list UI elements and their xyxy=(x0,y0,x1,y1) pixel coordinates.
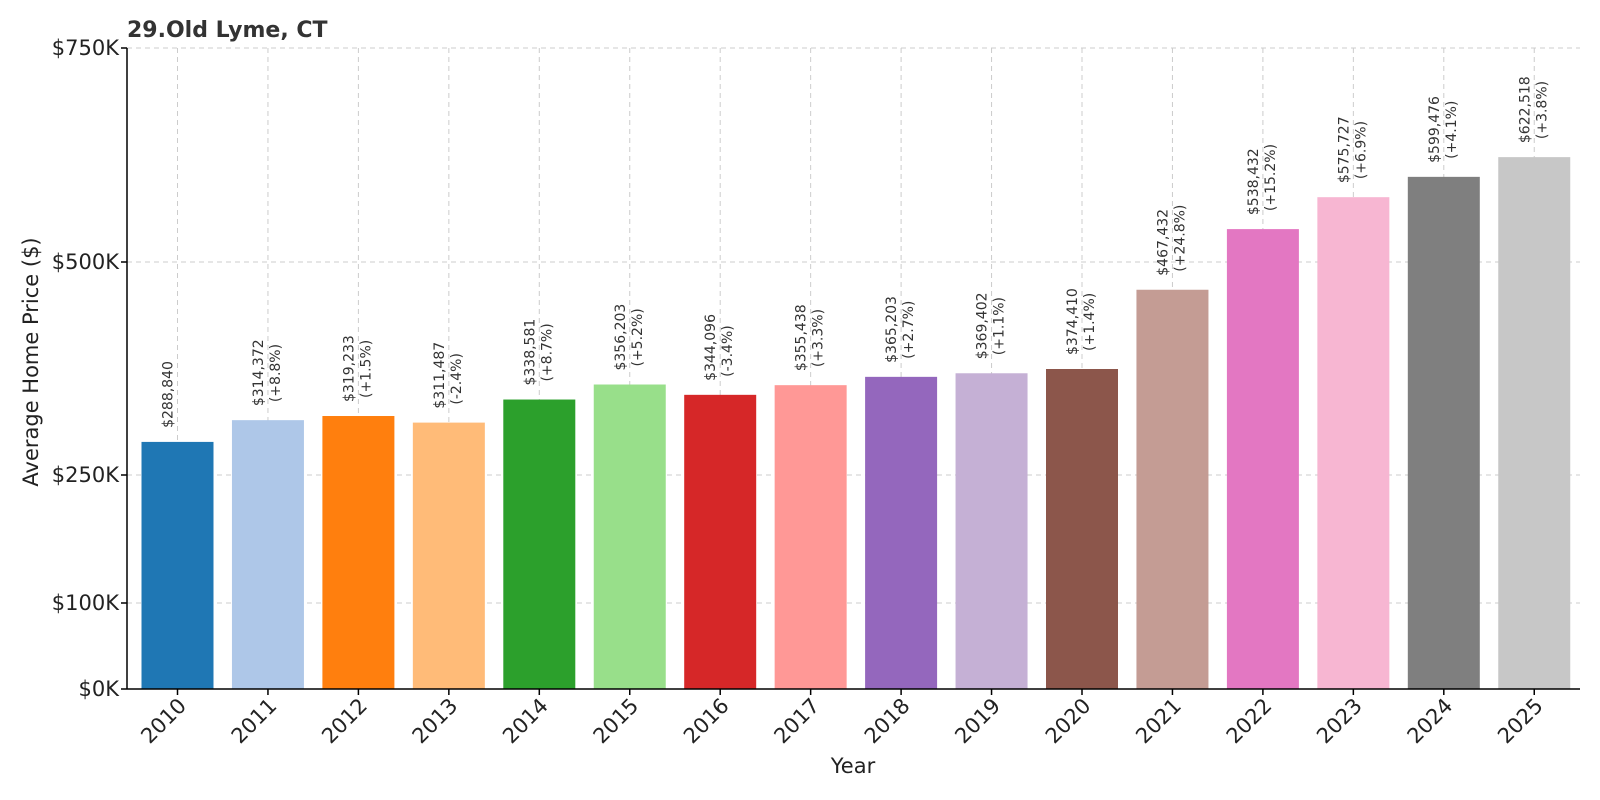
bar-change-label: (+1.1%) xyxy=(992,297,1008,355)
bar-2012 xyxy=(322,416,395,689)
bar-value-label: $369,402 xyxy=(975,292,991,359)
bar-label-group: $538,432 (+15.2%) xyxy=(1246,144,1279,215)
bar-2022 xyxy=(1226,229,1299,689)
bar-change-label: (-3.4%) xyxy=(720,325,736,377)
bar-label-group: $575,727 (+6.9%) xyxy=(1336,116,1369,183)
bar-change-label: (+5.2%) xyxy=(630,308,646,366)
bar-change-label: (+2.7%) xyxy=(901,301,917,359)
y-tick-label: $100K xyxy=(52,591,120,615)
x-tick-label: 2023 xyxy=(1312,694,1367,749)
x-tick-label: 2019 xyxy=(950,694,1005,749)
bar-label-group: $599,476 (+4.1%) xyxy=(1427,96,1460,163)
x-tick-label: 2017 xyxy=(769,694,824,749)
bar-change-label: (+24.8%) xyxy=(1172,205,1188,272)
bar-2016 xyxy=(684,394,757,689)
y-axis-label: Average Home Price ($) xyxy=(19,237,43,486)
y-tick-label: $0K xyxy=(79,677,121,701)
bar-2017 xyxy=(774,385,847,689)
bar-2025 xyxy=(1498,157,1571,690)
bar-change-label: (+8.8%) xyxy=(268,344,284,402)
bar-change-label: (+3.3%) xyxy=(811,309,827,367)
bars xyxy=(141,157,1571,690)
bar-value-label: $467,432 xyxy=(1155,209,1171,276)
bar-label-group: $467,432 (+24.8%) xyxy=(1155,205,1188,276)
bar-label-group: $356,203 (+5.2%) xyxy=(613,304,646,371)
y-tick-label: $250K xyxy=(52,463,120,487)
x-tick-label: 2011 xyxy=(227,694,282,749)
bar-label-group: $288,840 xyxy=(161,361,177,428)
bar-label-group: $369,402 (+1.1%) xyxy=(975,292,1008,359)
bar-2020 xyxy=(1046,369,1118,689)
bar-change-label: (+15.2%) xyxy=(1263,144,1279,211)
bar-change-label: (+4.1%) xyxy=(1444,101,1460,159)
bar-label-group: $355,438 (+3.3%) xyxy=(794,304,827,371)
x-tick-label: 2014 xyxy=(498,694,553,749)
bar-value-label: $538,432 xyxy=(1246,148,1262,215)
bar-change-label: (+6.9%) xyxy=(1353,121,1369,179)
bar-label-group: $365,203 (+2.7%) xyxy=(884,296,917,363)
bar-2023 xyxy=(1317,197,1390,690)
bar-change-label: (+3.8%) xyxy=(1534,81,1550,139)
x-tick-label: 2012 xyxy=(317,694,372,749)
bar-label-group: $622,518 (+3.8%) xyxy=(1517,76,1550,143)
x-tick-label: 2018 xyxy=(860,694,915,749)
x-tick-label: 2013 xyxy=(408,694,463,749)
bar-value-label: $575,727 xyxy=(1336,116,1352,183)
bar-value-label: $356,203 xyxy=(613,304,629,371)
bar-value-label: $288,840 xyxy=(161,361,177,428)
bar-label-group: $374,410 (+1.4%) xyxy=(1065,288,1098,355)
x-tick-label: 2016 xyxy=(679,694,734,749)
x-tick-label: 2021 xyxy=(1131,694,1186,749)
bar-value-label: $622,518 xyxy=(1517,76,1533,143)
bar-labels: $288,840 $314,372 (+8.8%) $319,233 (+1.5%) $3… xyxy=(161,76,1551,428)
bar-2014 xyxy=(503,399,576,689)
x-tick-label: 2025 xyxy=(1493,694,1548,749)
bar-change-label: (+1.4%) xyxy=(1082,293,1098,351)
bar-value-label: $311,487 xyxy=(432,342,448,409)
chart-title: 29.Old Lyme, CT xyxy=(127,18,328,43)
bar-2011 xyxy=(231,420,304,689)
x-tick-label: 2015 xyxy=(589,694,644,749)
x-tick-label: 2010 xyxy=(136,694,191,749)
bar-value-label: $355,438 xyxy=(794,304,810,371)
bar-2018 xyxy=(865,376,938,689)
bar-label-group: $314,372 (+8.8%) xyxy=(251,339,284,406)
bar-2015 xyxy=(593,384,666,689)
x-tick-label: 2024 xyxy=(1403,694,1458,749)
bar-value-label: $599,476 xyxy=(1427,96,1443,163)
bar-value-label: $344,096 xyxy=(703,314,719,381)
bar-label-group: $311,487 (-2.4%) xyxy=(432,342,465,409)
bar-change-label: (-2.4%) xyxy=(449,353,465,405)
bar-change-label: (+1.5%) xyxy=(358,340,374,398)
x-tick-label: 2020 xyxy=(1041,694,1096,749)
y-tick-label: $750K xyxy=(52,36,120,60)
bar-value-label: $365,203 xyxy=(884,296,900,363)
bar-2013 xyxy=(412,422,485,689)
bar-value-label: $374,410 xyxy=(1065,288,1081,355)
bar-change-label: (+8.7%) xyxy=(539,323,555,381)
x-axis-label: Year xyxy=(830,754,876,778)
bar-label-group: $338,581 (+8.7%) xyxy=(522,319,555,386)
bar-2024 xyxy=(1407,176,1480,690)
bar-label-group: $344,096 (-3.4%) xyxy=(703,314,736,381)
bar-2019 xyxy=(955,373,1028,689)
bar-value-label: $319,233 xyxy=(341,335,357,402)
bar-value-label: $338,581 xyxy=(522,319,538,386)
bar-2010 xyxy=(141,441,214,689)
bar-label-group: $319,233 (+1.5%) xyxy=(341,335,374,402)
x-tick-label: 2022 xyxy=(1222,694,1277,749)
y-tick-label: $500K xyxy=(52,250,120,274)
bar-2021 xyxy=(1136,289,1209,689)
bar-value-label: $314,372 xyxy=(251,339,267,406)
